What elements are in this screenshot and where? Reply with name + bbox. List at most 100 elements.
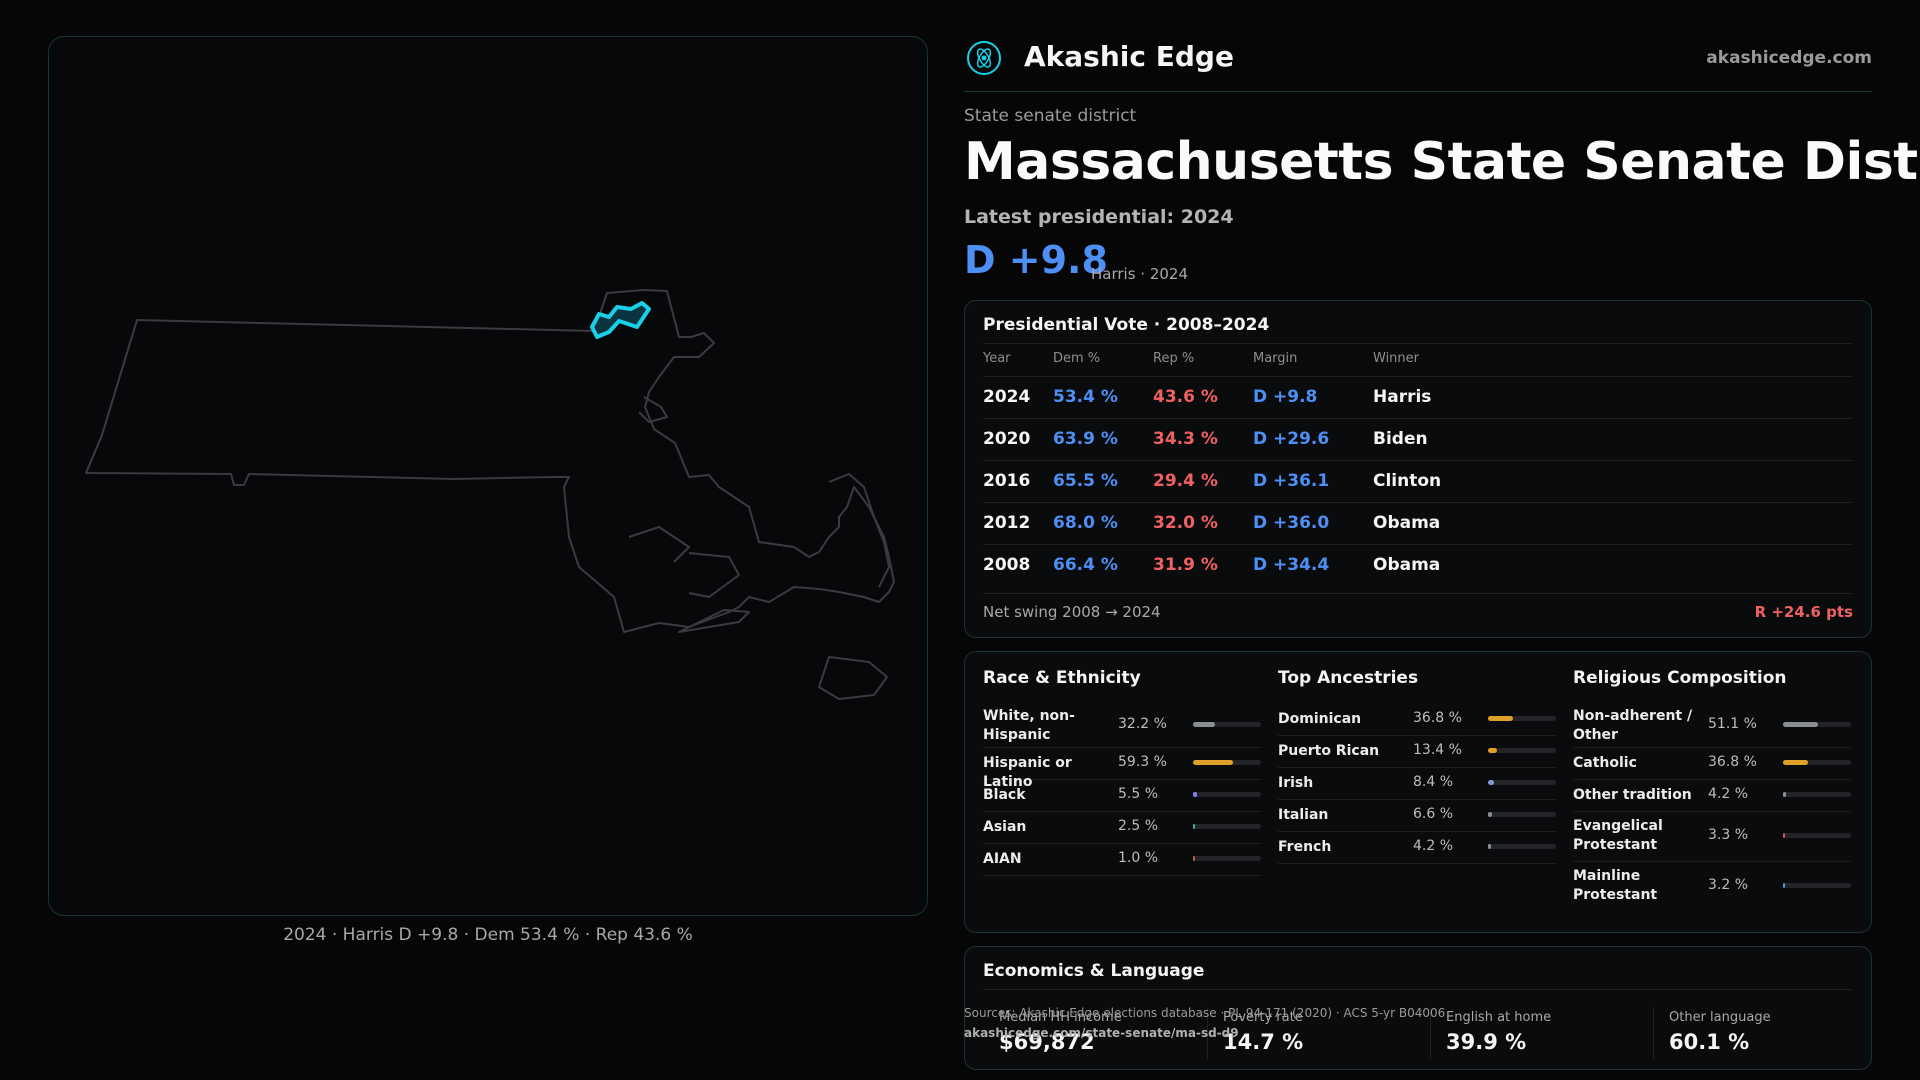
cell-winner: Obama bbox=[1373, 513, 1441, 533]
atom-logo-icon[interactable] bbox=[966, 40, 1002, 76]
item-label: Dominican bbox=[1278, 711, 1362, 727]
sources-note: Sources: Akashic Edge elections database… bbox=[964, 1006, 1446, 1020]
item-value: 6.6 % bbox=[1413, 806, 1454, 822]
item-bar-fill bbox=[1783, 722, 1818, 727]
cell-winner: Clinton bbox=[1373, 471, 1442, 491]
table-row: 2020 63.9 % 34.3 % D +29.6 Biden bbox=[983, 418, 1853, 460]
list-item: Puerto Rican 13.4 % bbox=[1278, 736, 1556, 768]
net-swing-value: R +24.6 pts bbox=[1754, 603, 1853, 621]
map-caption: 2024 · Harris D +9.8 · Dem 53.4 % · Rep … bbox=[283, 925, 693, 945]
stat-value: $69,872 bbox=[999, 1030, 1095, 1054]
list-item: Non-adherent / Other 51.1 % bbox=[1573, 704, 1851, 748]
latest-presidential-label: Latest presidential: 2024 bbox=[964, 206, 1234, 228]
item-bar-fill bbox=[1783, 760, 1809, 765]
economics-title: Economics & Language bbox=[983, 961, 1205, 981]
item-bar-fill bbox=[1488, 748, 1498, 753]
item-bar bbox=[1488, 780, 1556, 785]
page-title: Massachusetts State Senate District D bbox=[964, 132, 1920, 192]
race-ethnicity-section: Race & Ethnicity White, non-Hispanic 32.… bbox=[983, 652, 1261, 934]
list-item: French 4.2 % bbox=[1278, 832, 1556, 864]
cell-year: 2016 bbox=[983, 471, 1031, 491]
state-outline bbox=[85, 289, 895, 633]
stat-divider bbox=[1653, 1007, 1654, 1059]
item-bar-fill bbox=[1193, 824, 1195, 829]
coast-detail-2 bbox=[688, 552, 740, 598]
cell-dem: 63.9 % bbox=[1053, 429, 1118, 449]
brand-site-link[interactable]: akashicedge.com bbox=[1706, 48, 1872, 68]
religion-title: Religious Composition bbox=[1573, 668, 1787, 688]
item-label: Asian bbox=[983, 819, 1027, 835]
stat-label: Other language bbox=[1669, 1010, 1771, 1025]
item-label: Other tradition bbox=[1573, 787, 1692, 803]
district-type: State senate district bbox=[964, 106, 1137, 126]
item-label: Catholic bbox=[1573, 755, 1637, 771]
coast-detail-1 bbox=[638, 396, 668, 423]
cape-cod bbox=[828, 473, 890, 588]
item-bar-fill bbox=[1488, 716, 1514, 721]
cell-rep: 34.3 % bbox=[1153, 429, 1218, 449]
item-bar-fill bbox=[1488, 780, 1494, 785]
item-label: Puerto Rican bbox=[1278, 743, 1380, 759]
economics-card: Economics & Language Median HH income $6… bbox=[964, 946, 1872, 1070]
coast-detail-3 bbox=[628, 526, 690, 563]
cell-winner: Obama bbox=[1373, 555, 1441, 575]
col-header-year: Year bbox=[983, 351, 1011, 366]
item-bar-fill bbox=[1783, 792, 1786, 797]
col-header-dem: Dem % bbox=[1053, 351, 1101, 366]
stat-divider bbox=[1430, 1007, 1431, 1059]
stat-divider bbox=[1207, 1007, 1208, 1059]
item-value: 1.0 % bbox=[1118, 850, 1159, 866]
brand-header: Akashic Edge akashicedge.com bbox=[964, 36, 1872, 92]
item-label: AIAN bbox=[983, 851, 1022, 867]
item-label: Hispanic or Latino bbox=[983, 755, 1072, 790]
list-item: Other tradition 4.2 % bbox=[1573, 780, 1851, 812]
stat-english-at-home: English at home 39.9 % bbox=[1446, 1002, 1646, 1062]
list-item: Evangelical Protestant 3.3 % bbox=[1573, 812, 1851, 862]
item-label: Black bbox=[983, 787, 1026, 803]
list-item: Black 5.5 % bbox=[983, 780, 1261, 812]
cell-margin: D +36.1 bbox=[1253, 471, 1330, 491]
item-value: 36.8 % bbox=[1708, 754, 1757, 770]
cell-rep: 29.4 % bbox=[1153, 471, 1218, 491]
cell-year: 2024 bbox=[983, 387, 1031, 407]
brand-name[interactable]: Akashic Edge bbox=[1024, 40, 1234, 73]
list-item: Mainline Protestant 3.2 % bbox=[1573, 862, 1851, 912]
item-bar-fill bbox=[1783, 833, 1786, 838]
item-label: Non-adherent / Other bbox=[1573, 708, 1693, 743]
religion-section: Religious Composition Non-adherent / Oth… bbox=[1573, 652, 1851, 934]
item-bar bbox=[1783, 883, 1851, 888]
stat-median-income: Median HH income $69,872 bbox=[999, 1002, 1199, 1062]
item-bar bbox=[1193, 722, 1261, 727]
item-bar bbox=[1783, 833, 1851, 838]
cell-dem: 68.0 % bbox=[1053, 513, 1118, 533]
list-item: Italian 6.6 % bbox=[1278, 800, 1556, 832]
item-label: Evangelical Protestant bbox=[1573, 818, 1663, 853]
district-map[interactable] bbox=[48, 36, 928, 916]
col-header-rep: Rep % bbox=[1153, 351, 1195, 366]
state-outline-map bbox=[85, 289, 895, 700]
item-bar-fill bbox=[1488, 812, 1493, 817]
item-bar-fill bbox=[1783, 883, 1786, 888]
cell-year: 2012 bbox=[983, 513, 1031, 533]
list-item: White, non-Hispanic 32.2 % bbox=[983, 704, 1261, 748]
col-header-winner: Winner bbox=[1373, 351, 1420, 366]
table-row: 2012 68.0 % 32.0 % D +36.0 Obama bbox=[983, 502, 1853, 544]
stat-value: 60.1 % bbox=[1669, 1030, 1750, 1054]
item-label: Mainline Protestant bbox=[1573, 868, 1658, 903]
stat-label: English at home bbox=[1446, 1010, 1552, 1025]
divider bbox=[983, 593, 1853, 594]
item-label: Italian bbox=[1278, 807, 1329, 823]
item-bar bbox=[1783, 722, 1851, 727]
item-value: 59.3 % bbox=[1118, 754, 1167, 770]
page-url-link[interactable]: akashicedge.com/state-senate/ma-sd-d9 bbox=[964, 1026, 1239, 1040]
race-ethnicity-title: Race & Ethnicity bbox=[983, 668, 1141, 688]
table-row: 2016 65.5 % 29.4 % D +36.1 Clinton bbox=[983, 460, 1853, 502]
ancestries-section: Top Ancestries Dominican 36.8 % Puerto R… bbox=[1278, 652, 1556, 934]
presidential-vote-title: Presidential Vote · 2008–2024 bbox=[983, 315, 1270, 335]
cell-rep: 31.9 % bbox=[1153, 555, 1218, 575]
district-highlight bbox=[590, 301, 651, 339]
item-bar bbox=[1193, 792, 1261, 797]
item-value: 8.4 % bbox=[1413, 774, 1454, 790]
item-value: 36.8 % bbox=[1413, 710, 1462, 726]
item-bar-fill bbox=[1488, 844, 1491, 849]
